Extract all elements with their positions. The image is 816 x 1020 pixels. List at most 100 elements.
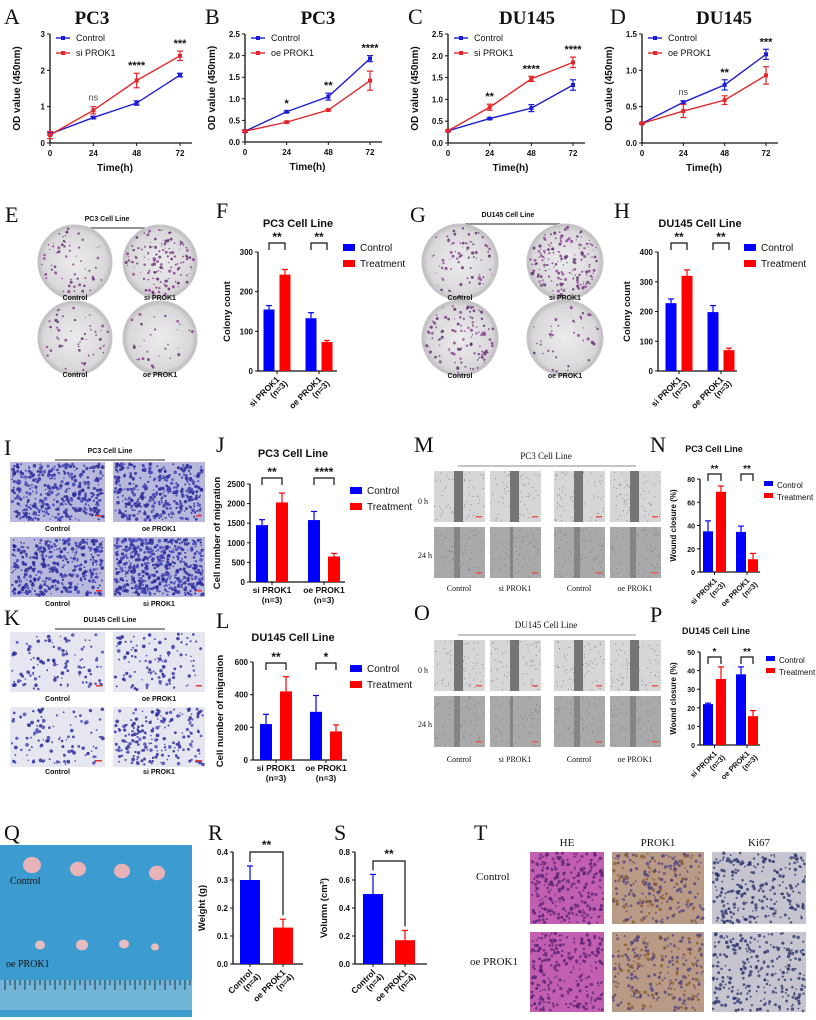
cell-dot (70, 749, 74, 753)
cell-dot (39, 499, 43, 503)
cell-dot (179, 502, 183, 506)
texture-dot (450, 572, 452, 574)
panel-letter-d: D (610, 4, 626, 29)
colony-dot (139, 271, 141, 273)
colony-dot (448, 348, 451, 350)
texture-dot (497, 648, 499, 650)
texture-dot (529, 478, 531, 480)
cell-dot (134, 484, 138, 488)
legend-label: Treatment (360, 259, 405, 270)
texture-dot (641, 677, 643, 679)
cell-dot (165, 567, 169, 571)
bar (310, 711, 322, 760)
cell-dot (13, 683, 17, 687)
texture-dot (599, 538, 601, 540)
cell-dot (141, 587, 145, 590)
texture-dot (438, 744, 440, 746)
cell-dot (13, 587, 16, 591)
colony-dot (533, 246, 535, 248)
texture-dot (599, 480, 601, 482)
colony-dot (428, 350, 432, 354)
image-label: si PROK1 (549, 295, 581, 302)
texture-dot (506, 676, 508, 678)
colony-dot (531, 263, 533, 265)
cell-dot (175, 506, 178, 510)
texture-dot (518, 513, 520, 515)
texture-dot (508, 506, 510, 508)
cell-dot (180, 585, 184, 589)
texture-dot (601, 545, 603, 547)
cell-dot (50, 545, 54, 549)
texture-dot (579, 529, 581, 531)
colony-dot (576, 281, 579, 284)
cell-dot (16, 479, 21, 484)
colony-dot (587, 313, 591, 317)
cell-dot (130, 504, 134, 508)
cell-dot (157, 560, 160, 563)
texture-dot (495, 519, 497, 521)
texture-dot (505, 666, 507, 668)
cell-dot (182, 473, 186, 476)
texture-dot (435, 650, 437, 652)
texture-dot (642, 645, 644, 647)
cell-dot (164, 574, 167, 577)
cell-dot (179, 507, 183, 511)
cell-dot (156, 555, 160, 559)
cell-dot (191, 746, 193, 748)
colony-dot (41, 263, 43, 266)
texture-dot (535, 490, 537, 492)
cell-dot (44, 580, 47, 583)
cell-dot (157, 557, 160, 561)
cell-dot (49, 477, 52, 480)
significance-label: ** (267, 465, 277, 479)
texture-dot (555, 708, 557, 710)
colony-dot (482, 332, 487, 337)
texture-dot (623, 536, 625, 538)
colony-dot (592, 249, 595, 251)
texture-dot (637, 719, 639, 721)
texture-dot (644, 572, 646, 574)
colony-dot (578, 247, 580, 249)
texture-dot (522, 566, 524, 568)
cell-dot (76, 557, 79, 560)
texture-dot (494, 534, 496, 536)
cell-dot (124, 561, 128, 565)
colony-dot (573, 277, 575, 279)
cell-dot (133, 555, 136, 558)
texture-dot (559, 648, 561, 650)
texture-dot (530, 665, 532, 667)
legend-label: Control (360, 243, 392, 254)
column-label: Ki67 (748, 837, 771, 849)
cell-dot (130, 649, 133, 651)
nucleus (540, 868, 544, 872)
bar (328, 556, 340, 582)
cell-dot (183, 569, 187, 573)
texture-dot (555, 475, 557, 477)
cell-dot (57, 471, 61, 475)
significance-bracket (740, 656, 754, 664)
texture-dot (523, 514, 525, 516)
cell-dot (46, 464, 50, 468)
texture-dot (457, 477, 459, 479)
texture-dot (655, 547, 657, 549)
y-axis-label: OD value (450nm) (207, 46, 218, 130)
nucleus (551, 857, 555, 861)
cell-dot (36, 639, 41, 644)
texture-dot (655, 528, 657, 530)
x-tick-label: 48 (527, 149, 536, 158)
cell-dot (163, 585, 165, 588)
cell-dot (198, 496, 201, 499)
colony-dot (160, 229, 163, 232)
texture-dot (449, 539, 451, 541)
cell-dot (85, 508, 88, 511)
data-point (134, 101, 139, 106)
cell-dot (119, 462, 124, 466)
cell-dot (95, 496, 98, 500)
texture-dot (511, 725, 513, 727)
texture-dot (460, 566, 462, 568)
texture-dot (635, 532, 637, 534)
colony-dot (591, 278, 594, 281)
cell-dot (191, 498, 195, 501)
